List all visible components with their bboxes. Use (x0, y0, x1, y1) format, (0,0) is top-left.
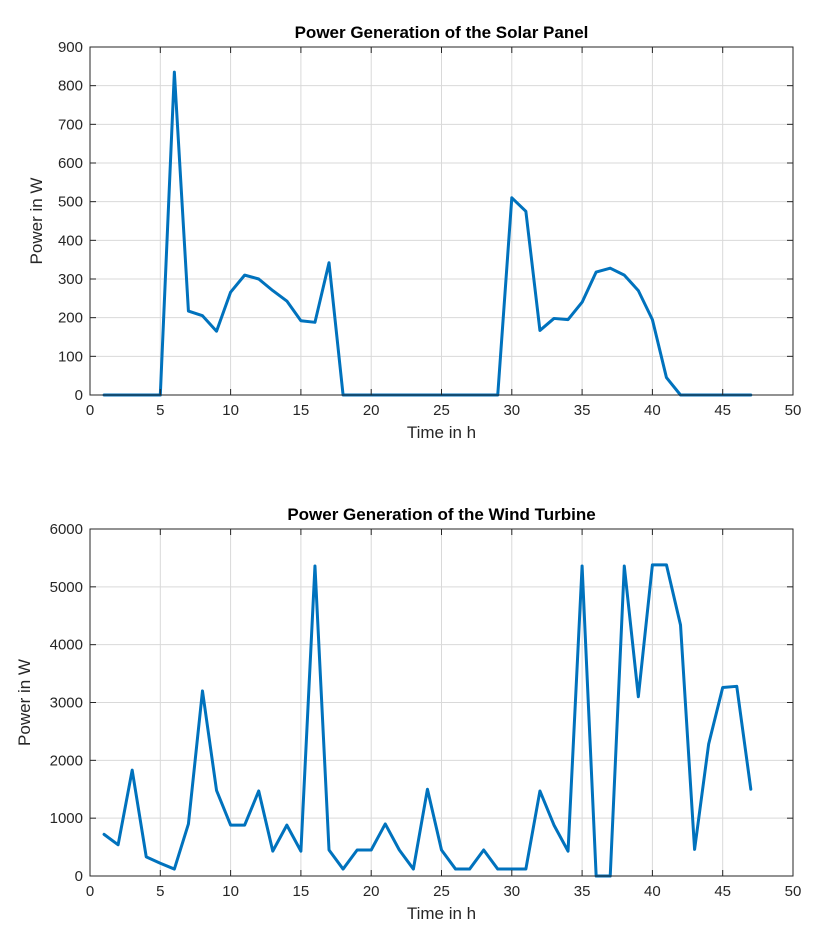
solar-y-tick-label: 600 (58, 155, 83, 172)
wind-y-tick-label: 6000 (50, 521, 83, 538)
solar-x-tick-label: 45 (714, 402, 731, 419)
solar-x-tick-label: 40 (644, 402, 661, 419)
wind-x-tick-label: 35 (574, 883, 591, 900)
wind-y-tick-label: 4000 (50, 637, 83, 654)
wind-turbine-chart: 0 5 10 15 20 25 30 35 40 45 50 0 1000 2000 3000 4000 500… (15, 505, 801, 923)
wind-x-tick-label: 45 (714, 883, 731, 900)
wind-y-tick-label: 2000 (50, 752, 83, 769)
wind-y-tick-label: 0 (75, 868, 83, 885)
solar-y-tick-label: 300 (58, 271, 83, 288)
wind-x-tick-label: 5 (156, 883, 164, 900)
wind-x-tick-label: 15 (293, 883, 310, 900)
solar-x-axis-label: Time in h (407, 423, 476, 442)
wind-y-axis-label: Power in W (15, 659, 34, 746)
solar-y-tick-label: 900 (58, 39, 83, 56)
wind-y-tick-label: 3000 (50, 695, 83, 712)
solar-x-tick-label: 35 (574, 402, 591, 419)
solar-y-tick-label: 500 (58, 194, 83, 211)
solar-y-tick-label: 800 (58, 78, 83, 95)
wind-chart-title: Power Generation of the Wind Turbine (287, 505, 595, 524)
wind-x-axis-label: Time in h (407, 904, 476, 923)
solar-y-tick-label: 0 (75, 387, 83, 404)
solar-y-tick-label: 100 (58, 348, 83, 365)
wind-x-tick-label: 25 (433, 883, 450, 900)
wind-x-tick-label: 50 (785, 883, 802, 900)
solar-chart-title: Power Generation of the Solar Panel (295, 23, 589, 42)
solar-x-tick-label: 50 (785, 402, 802, 419)
solar-x-tick-label: 10 (222, 402, 239, 419)
solar-y-tick-label: 700 (58, 116, 83, 133)
wind-y-tick-label: 5000 (50, 579, 83, 596)
wind-x-tick-label: 30 (503, 883, 520, 900)
wind-series-line (102, 563, 753, 878)
wind-x-tick-label: 20 (363, 883, 380, 900)
wind-x-tick-label: 10 (222, 883, 239, 900)
wind-x-tick-label: 40 (644, 883, 661, 900)
solar-x-tick-label: 25 (433, 402, 450, 419)
solar-x-tick-label: 0 (86, 402, 94, 419)
solar-y-axis-label: Power in W (27, 178, 46, 265)
solar-x-tick-label: 5 (156, 402, 164, 419)
solar-x-tick-label: 20 (363, 402, 380, 419)
solar-y-tick-label: 200 (58, 310, 83, 327)
solar-x-tick-label: 15 (293, 402, 310, 419)
solar-x-tick-label: 30 (503, 402, 520, 419)
wind-y-tick-label: 1000 (50, 810, 83, 827)
solar-y-tick-label: 400 (58, 232, 83, 249)
wind-x-tick-label: 0 (86, 883, 94, 900)
solar-panel-chart: 0 5 10 15 20 25 30 35 40 45 5001002003004005006007… (27, 23, 801, 442)
